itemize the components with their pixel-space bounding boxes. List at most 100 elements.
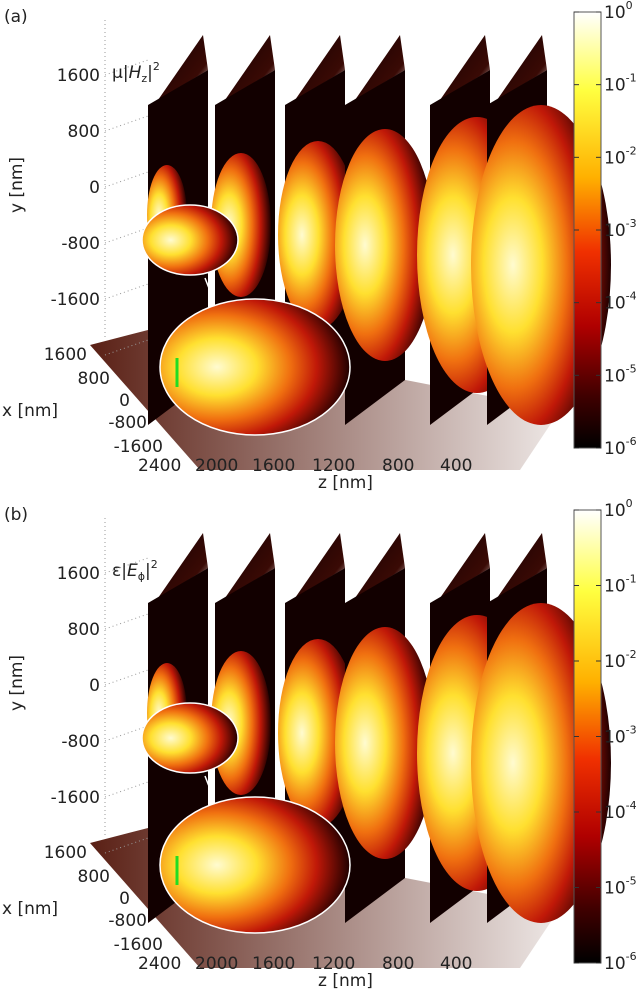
text-part: -2	[626, 648, 637, 661]
text-part: -1	[626, 573, 637, 586]
z-axis-label: z [nm]	[318, 473, 373, 493]
colorbar-tick-label: 10-4	[604, 799, 637, 823]
colorbar-tick-label: 10-5	[604, 875, 637, 899]
y-tick-label: 800	[68, 122, 100, 142]
y-axis-label: y [nm]	[7, 157, 27, 213]
text-part: 10	[604, 501, 626, 521]
text-part: 10	[604, 148, 626, 168]
colorbar-tick-label: 10-4	[604, 290, 637, 314]
z-tick-label: 800	[382, 456, 414, 476]
text-part: 10	[604, 439, 626, 459]
text-part: 10	[604, 76, 626, 96]
text-part: 2	[151, 558, 158, 571]
colorbar-tick-label: 10-1	[604, 573, 637, 597]
colorbar-tick-label: 10-6	[604, 435, 637, 459]
text-part: 0	[626, 0, 633, 12]
wall-grid	[105, 284, 148, 299]
text-part: 0	[626, 497, 633, 510]
z-tick-label: 800	[382, 954, 414, 974]
z-tick-label: 2000	[195, 456, 238, 476]
y-axis-label: y [nm]	[7, 655, 27, 711]
text-part: -5	[626, 875, 637, 888]
quantity-label: μ|Hz|2	[112, 60, 160, 85]
y-tick-label: 1600	[57, 564, 100, 584]
text-part: 10	[604, 366, 626, 386]
text-part: -3	[626, 217, 637, 230]
wall-grid	[105, 782, 148, 797]
text-part: μ	[112, 63, 123, 83]
text-part: 2	[153, 60, 160, 73]
text-part: 10	[604, 803, 626, 823]
wall-grid	[105, 670, 148, 685]
zoom-small	[142, 703, 238, 773]
text-part: 10	[604, 728, 626, 748]
text-part: -5	[626, 362, 637, 375]
z-tick-label: 2000	[195, 954, 238, 974]
text-part: H	[129, 63, 142, 83]
colorbar-tick-label: 10-3	[604, 724, 637, 748]
text-part: -3	[626, 724, 637, 737]
text-part: 10	[604, 652, 626, 672]
text-part: -6	[626, 435, 637, 448]
x-axis-label: x [nm]	[2, 401, 58, 421]
colorbar-tick-label: 100	[604, 497, 633, 521]
colorbar-tick-label: 10-2	[604, 144, 637, 168]
text-part: ϕ	[138, 570, 145, 583]
text-part: 10	[604, 954, 626, 974]
colorbar-tick-label: 10-5	[604, 362, 637, 386]
z-tick-label: 1600	[252, 954, 295, 974]
z-tick-label: 400	[440, 456, 472, 476]
text-part: -6	[626, 950, 637, 963]
wall-grid	[105, 116, 148, 131]
x-tick-label: 800	[78, 867, 110, 887]
y-tick-label: 1600	[57, 66, 100, 86]
y-tick-label: -1600	[51, 290, 100, 310]
y-tick-label: 0	[89, 676, 100, 696]
x-tick-label: 800	[78, 369, 110, 389]
text-part: ε	[112, 561, 121, 581]
panel-label: (b)	[4, 505, 28, 525]
x-tick-label: 0	[119, 391, 130, 411]
panel-label: (a)	[4, 7, 28, 27]
x-tick-label: -1600	[114, 437, 163, 457]
zoom-large	[160, 797, 350, 933]
colorbar-tick-label: 10-3	[604, 217, 637, 241]
z-tick-label: 1600	[252, 456, 295, 476]
zoom-small	[142, 205, 238, 275]
text-part: -4	[626, 290, 637, 303]
text-part: 10	[604, 221, 626, 241]
y-tick-label: -800	[61, 234, 100, 254]
z-axis-label: z [nm]	[318, 971, 373, 991]
quantity-label: ε|Eϕ|2	[112, 558, 158, 583]
y-tick-label: 800	[68, 620, 100, 640]
text-part: 10	[604, 3, 626, 23]
text-part: E	[127, 561, 138, 581]
y-tick-label: 0	[89, 178, 100, 198]
x-axis-label: x [nm]	[2, 899, 58, 919]
text-part: 10	[604, 577, 626, 597]
text-part: -4	[626, 799, 637, 812]
text-part: 10	[604, 294, 626, 314]
wall-grid	[105, 614, 148, 629]
figure: (a)μ|Hz|216008000-800-1600y [nm]16008000…	[0, 0, 644, 991]
y-tick-label: -800	[61, 732, 100, 752]
x-tick-label: 0	[119, 889, 130, 909]
text-part: 10	[604, 879, 626, 899]
zoom-large	[160, 299, 350, 435]
colorbar-tick-label: 10-2	[604, 648, 637, 672]
x-tick-label: 1600	[44, 843, 87, 863]
colorbar-tick-label: 10-6	[604, 950, 637, 974]
colorbar-tick-label: 10-1	[604, 72, 637, 96]
x-tick-label: -1600	[114, 935, 163, 955]
x-tick-label: 1600	[44, 345, 87, 365]
colorbar-tick-label: 100	[604, 0, 633, 23]
z-tick-label: 2400	[138, 456, 181, 476]
text-part: -2	[626, 144, 637, 157]
text-part: -1	[626, 72, 637, 85]
x-tick-label: -800	[108, 413, 147, 433]
z-tick-label: 400	[440, 954, 472, 974]
wall-grid	[105, 172, 148, 187]
x-tick-label: -800	[108, 911, 147, 931]
